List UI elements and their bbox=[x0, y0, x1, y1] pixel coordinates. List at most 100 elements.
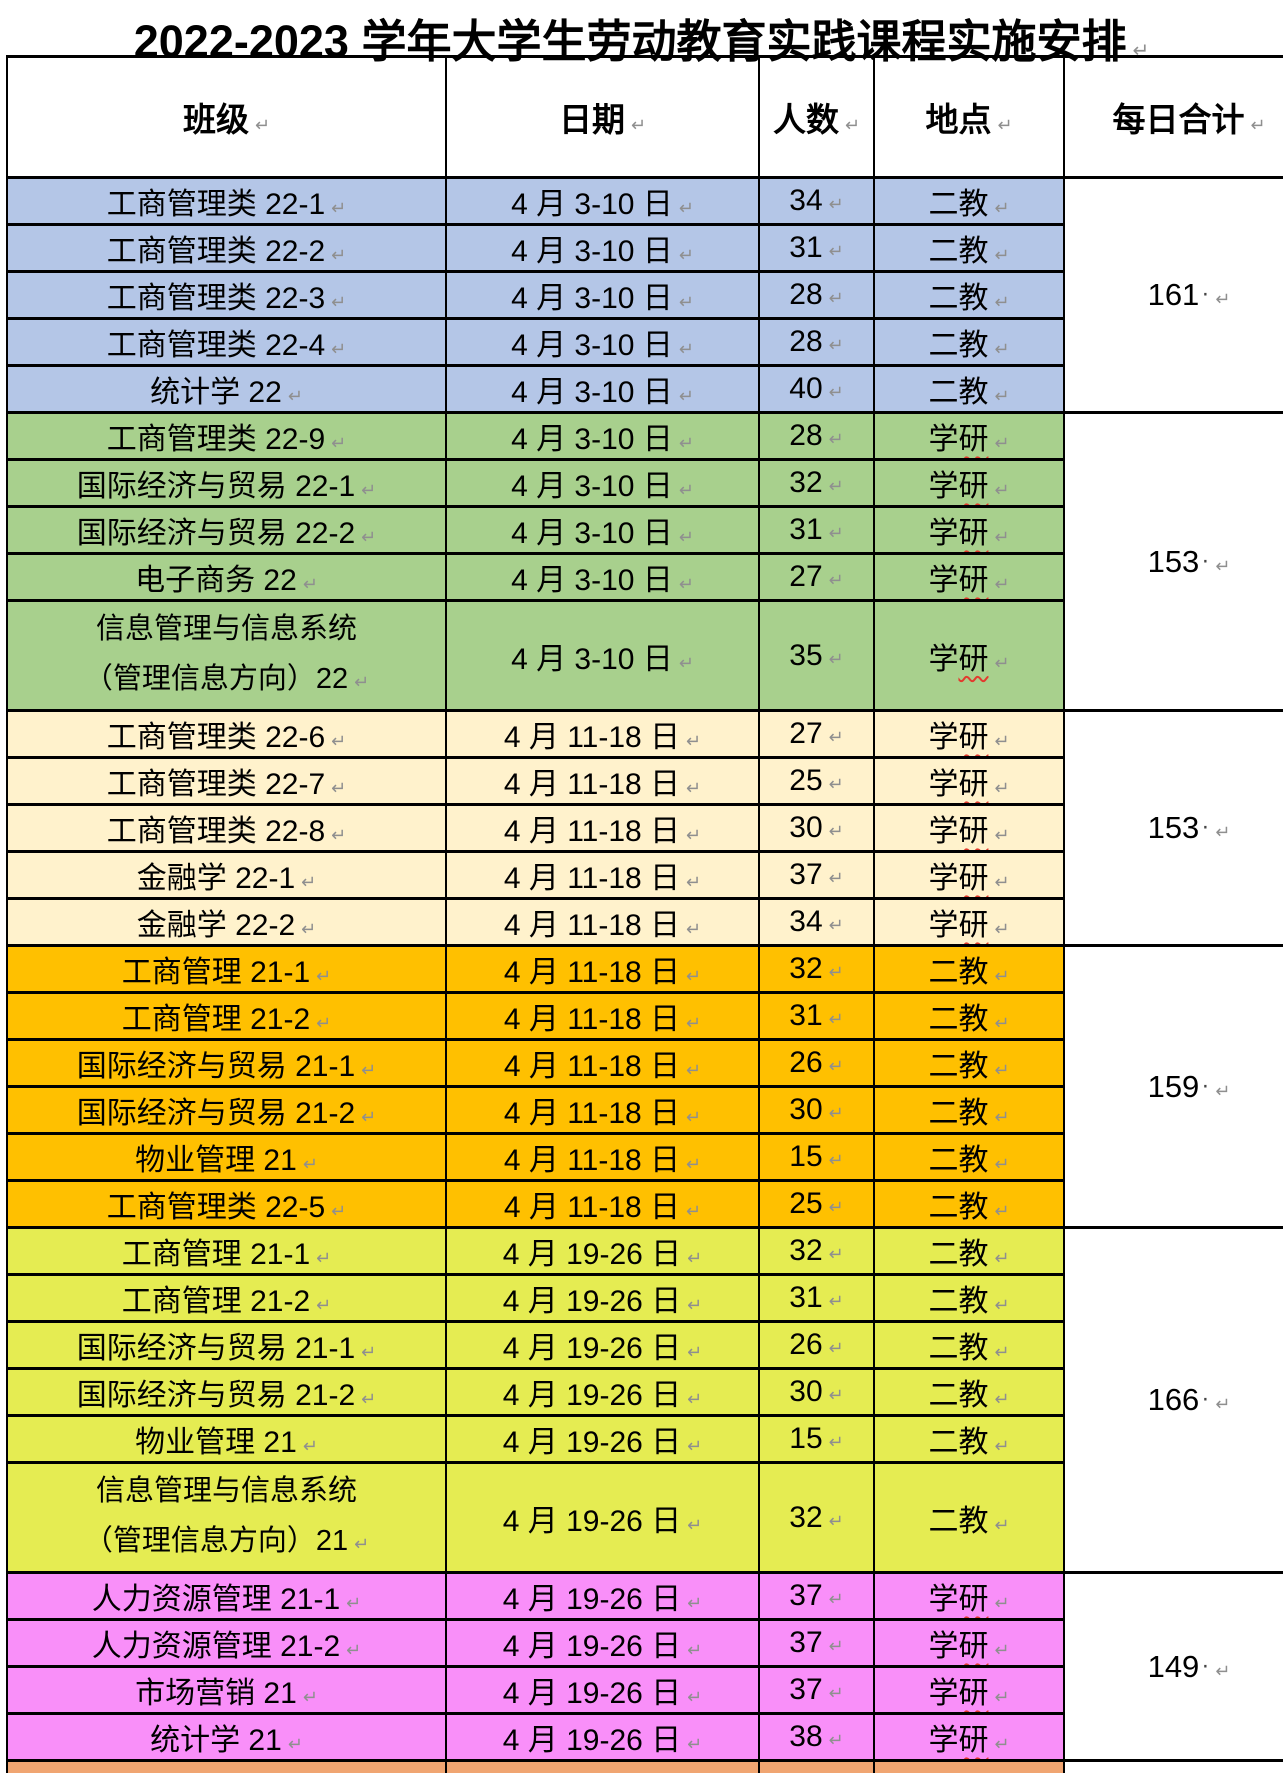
date-cell[interactable]: 4 月 19-26 日 ↵ bbox=[445, 1226, 760, 1276]
class-name-cell[interactable]: 物业管理 21 ↵ bbox=[6, 1414, 447, 1464]
class-name-cell[interactable]: 工商管理 21-1 ↵ bbox=[6, 944, 447, 994]
date-cell[interactable]: 4 月 11-18 日 ↵ bbox=[445, 1038, 760, 1088]
class-name-cell[interactable]: 国际经济与贸易 21-1 ↵ bbox=[6, 1320, 447, 1370]
student-count-cell[interactable]: 30 ↵ bbox=[758, 803, 875, 853]
date-cell[interactable]: 4 月 11-18 日 ↵ bbox=[445, 803, 760, 853]
location-cell[interactable]: 学研 ↵ bbox=[873, 897, 1065, 947]
location-cell[interactable]: 二教 ↵ bbox=[873, 944, 1065, 994]
class-name-cell[interactable]: 工商管理类 22-4 ↵ bbox=[6, 317, 447, 367]
student-count-cell[interactable]: 37 ↵ bbox=[758, 1665, 875, 1715]
daily-total-cell[interactable]: 149· ↵ bbox=[1063, 1571, 1283, 1762]
class-name-cell[interactable]: 国际经济与贸易 21-2 ↵ bbox=[6, 1085, 447, 1135]
student-count-cell[interactable]: 25 ↵ bbox=[758, 1179, 875, 1229]
class-name-cell[interactable]: 工商管理类 22-1 ↵ bbox=[6, 176, 447, 226]
date-cell[interactable]: 4 月 19-26 日 ↵ bbox=[445, 1273, 760, 1323]
class-name-cell[interactable]: 信息管理与信息系统 （管理信息方向）21 ↵ bbox=[6, 1461, 447, 1574]
location-cell[interactable]: 学研 ↵ bbox=[873, 803, 1065, 853]
date-cell[interactable]: 4 月 3-10 日 ↵ bbox=[445, 364, 760, 414]
class-name-cell[interactable]: 人力资源管理 21-2 ↵ bbox=[6, 1618, 447, 1668]
student-count-cell[interactable]: 31 ↵ bbox=[758, 223, 875, 273]
location-cell[interactable]: 二教 ↵ bbox=[873, 1461, 1065, 1574]
student-count-cell[interactable]: 32 ↵ bbox=[758, 1226, 875, 1276]
student-count-cell[interactable]: 31 ↵ bbox=[758, 1273, 875, 1323]
date-cell[interactable]: 4 月 11-18 日 ↵ bbox=[445, 944, 760, 994]
location-cell[interactable]: 学研 ↵ bbox=[873, 756, 1065, 806]
location-cell[interactable]: 学研 ↵ bbox=[873, 599, 1065, 712]
student-count-cell[interactable]: 28 ↵ bbox=[758, 411, 875, 461]
student-count-cell[interactable]: 37 ↵ bbox=[758, 1618, 875, 1668]
page-title[interactable]: 2022-2023 学年大学生劳动教育实践课程实施安排 ↵ bbox=[0, 0, 1283, 67]
class-name-cell[interactable]: 国际经济与贸易 21-1 ↵ bbox=[6, 1038, 447, 1088]
class-name-cell[interactable]: 国际经济与贸易 22-1 ↵ bbox=[6, 458, 447, 508]
location-cell[interactable]: 二教 ↵ bbox=[873, 1179, 1065, 1229]
location-cell[interactable]: 二教 ↵ bbox=[873, 991, 1065, 1041]
date-cell[interactable]: 4 月 11-18 日 ↵ bbox=[445, 850, 760, 900]
student-count-cell[interactable] bbox=[758, 1759, 875, 1773]
date-cell[interactable]: 4 月 11-18 日 ↵ bbox=[445, 1085, 760, 1135]
class-name-cell[interactable]: 工商管理 21-2 ↵ bbox=[6, 991, 447, 1041]
date-cell[interactable]: 4 月 3-10 日 ↵ bbox=[445, 411, 760, 461]
student-count-cell[interactable]: 31 ↵ bbox=[758, 991, 875, 1041]
class-name-cell[interactable]: 工商管理类 22-5 ↵ bbox=[6, 1179, 447, 1229]
location-cell[interactable]: 学研 ↵ bbox=[873, 411, 1065, 461]
student-count-cell[interactable]: 28 ↵ bbox=[758, 317, 875, 367]
location-cell[interactable]: 二教 ↵ bbox=[873, 1273, 1065, 1323]
date-cell[interactable]: 4 月 11-18 日 ↵ bbox=[445, 1132, 760, 1182]
class-name-cell[interactable]: 电子商务 22 ↵ bbox=[6, 552, 447, 602]
class-name-cell[interactable]: 统计学 21 ↵ bbox=[6, 1712, 447, 1762]
student-count-cell[interactable]: 25 ↵ bbox=[758, 756, 875, 806]
student-count-cell[interactable]: 37 ↵ bbox=[758, 1571, 875, 1621]
student-count-cell[interactable]: 35 ↵ bbox=[758, 599, 875, 712]
location-cell[interactable]: 学研 ↵ bbox=[873, 505, 1065, 555]
location-cell[interactable]: 二教 ↵ bbox=[873, 223, 1065, 273]
location-cell[interactable]: 二教 ↵ bbox=[873, 270, 1065, 320]
date-cell[interactable]: 4 月 3-10 日 ↵ bbox=[445, 458, 760, 508]
date-cell[interactable]: 4 月 19-26 日 ↵ bbox=[445, 1712, 760, 1762]
student-count-cell[interactable]: 40 ↵ bbox=[758, 364, 875, 414]
date-cell[interactable]: 4 月 3-10 日 ↵ bbox=[445, 223, 760, 273]
location-cell[interactable]: 二教 ↵ bbox=[873, 176, 1065, 226]
class-name-cell[interactable]: 工商管理 21-1 ↵ bbox=[6, 1226, 447, 1276]
location-cell[interactable]: 二教 ↵ bbox=[873, 1085, 1065, 1135]
date-cell[interactable]: 4 月 11-18 日 ↵ bbox=[445, 709, 760, 759]
student-count-cell[interactable]: 30 ↵ bbox=[758, 1085, 875, 1135]
class-name-cell[interactable]: 信息管理与信息系统 （管理信息方向）22 ↵ bbox=[6, 599, 447, 712]
student-count-cell[interactable]: 27 ↵ bbox=[758, 709, 875, 759]
class-name-cell[interactable]: 金融学 22-2 ↵ bbox=[6, 897, 447, 947]
class-name-cell[interactable]: 统计学 22 ↵ bbox=[6, 364, 447, 414]
date-cell[interactable]: 4 月 19-26 日 ↵ bbox=[445, 1618, 760, 1668]
location-cell[interactable] bbox=[873, 1759, 1065, 1773]
student-count-cell[interactable]: 26 ↵ bbox=[758, 1320, 875, 1370]
student-count-cell[interactable]: 15 ↵ bbox=[758, 1132, 875, 1182]
class-name-cell[interactable]: 工商管理类 22-3 ↵ bbox=[6, 270, 447, 320]
daily-total-cell[interactable]: 161· ↵ bbox=[1063, 176, 1283, 414]
location-cell[interactable]: 二教 ↵ bbox=[873, 1132, 1065, 1182]
date-cell[interactable]: 4 月 3-10 日 ↵ bbox=[445, 552, 760, 602]
date-cell[interactable]: 4 月 3-10 日 ↵ bbox=[445, 270, 760, 320]
class-name-cell[interactable]: 工商管理类 22-9 ↵ bbox=[6, 411, 447, 461]
location-cell[interactable]: 二教 ↵ bbox=[873, 317, 1065, 367]
date-cell[interactable]: 4 月 3-10 日 ↵ bbox=[445, 505, 760, 555]
location-cell[interactable]: 学研 ↵ bbox=[873, 1571, 1065, 1621]
date-cell[interactable]: 4 月 19-26 日 ↵ bbox=[445, 1320, 760, 1370]
location-cell[interactable]: 二教 ↵ bbox=[873, 1320, 1065, 1370]
class-name-cell[interactable]: 国际经济与贸易 22-2 ↵ bbox=[6, 505, 447, 555]
class-name-cell[interactable]: 国际经济与贸易 21-2 ↵ bbox=[6, 1367, 447, 1417]
location-cell[interactable]: 二教 ↵ bbox=[873, 1414, 1065, 1464]
date-cell[interactable]: 4 月 19-26 日 ↵ bbox=[445, 1414, 760, 1464]
class-name-cell[interactable]: 工商管理类 22-7 ↵ bbox=[6, 756, 447, 806]
date-cell[interactable]: 4 月 19-26 日 ↵ bbox=[445, 1367, 760, 1417]
student-count-cell[interactable]: 26 ↵ bbox=[758, 1038, 875, 1088]
location-cell[interactable]: 二教 ↵ bbox=[873, 364, 1065, 414]
location-cell[interactable]: 学研 ↵ bbox=[873, 1712, 1065, 1762]
student-count-cell[interactable]: 32 ↵ bbox=[758, 944, 875, 994]
date-cell[interactable]: 4 月 11-18 日 ↵ bbox=[445, 897, 760, 947]
daily-total-cell[interactable]: 153· ↵ bbox=[1063, 709, 1283, 947]
class-name-cell[interactable]: 物业管理 21 ↵ bbox=[6, 1132, 447, 1182]
location-cell[interactable]: 学研 ↵ bbox=[873, 1618, 1065, 1668]
student-count-cell[interactable]: 27 ↵ bbox=[758, 552, 875, 602]
student-count-cell[interactable]: 28 ↵ bbox=[758, 270, 875, 320]
daily-total-cell[interactable]: 153· ↵ bbox=[1063, 411, 1283, 712]
date-cell[interactable]: 4 月 11-18 日 ↵ bbox=[445, 756, 760, 806]
date-cell[interactable]: 4 月 3-10 日 ↵ bbox=[445, 317, 760, 367]
